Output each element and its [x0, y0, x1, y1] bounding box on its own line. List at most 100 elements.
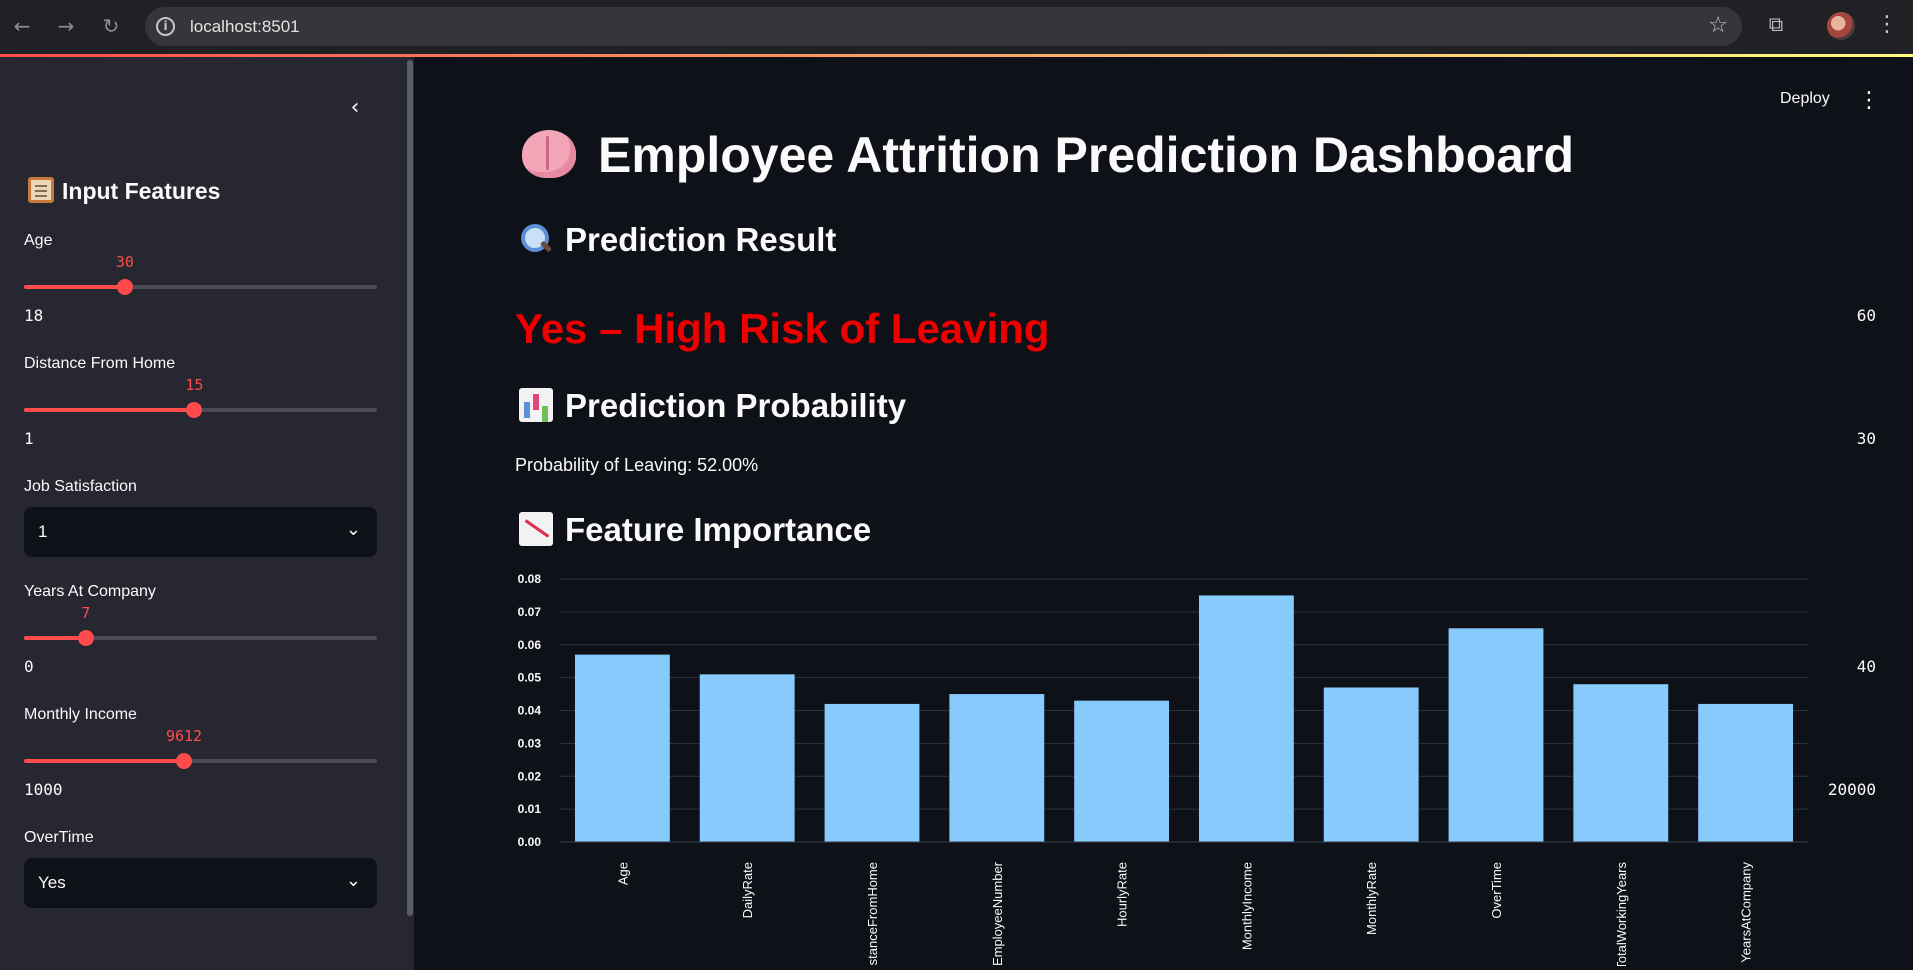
monthly-income-slider-thumb[interactable] [176, 753, 192, 769]
chart-decreasing-icon [519, 512, 553, 546]
job-satisfaction-select[interactable]: 1 ⌄ [24, 507, 377, 557]
distance-slider-thumb[interactable] [186, 402, 203, 418]
profile-avatar[interactable] [1827, 12, 1855, 40]
x-tick-label: TotalWorkingYears [1614, 862, 1629, 970]
prediction-result-heading: Prediction Result [519, 221, 836, 259]
overtime-label: OverTime [24, 829, 94, 846]
clipboard-icon [28, 177, 54, 203]
age-slider[interactable]: 30 [24, 253, 377, 295]
y-tick-label: 0.05 [518, 671, 542, 685]
monthly-income-label: Monthly Income [24, 706, 137, 723]
age-slider-min: 18 [24, 306, 44, 325]
age-slider-fill [24, 285, 125, 289]
x-tick-label: MonthlyIncome [1239, 862, 1254, 950]
monthly-income-slider[interactable]: 9612 [24, 727, 377, 769]
y-tick-label: 0.00 [518, 835, 542, 849]
bar-totalworkingyears[interactable] [1573, 684, 1669, 842]
chevron-down-icon: ⌄ [345, 870, 361, 891]
forward-arrow-icon[interactable]: → [57, 14, 75, 38]
reload-icon[interactable]: ↻ [102, 14, 120, 38]
overtime-value: Yes [38, 873, 66, 892]
prediction-probability-heading: Prediction Probability [519, 387, 906, 425]
page-title: Employee Attrition Prediction Dashboard [522, 126, 1574, 184]
monthly-income-slider-fill [24, 759, 184, 763]
bar-yearsatcompany[interactable] [1698, 703, 1794, 842]
age-label: Age [24, 232, 53, 249]
bar-employeenumber[interactable] [949, 694, 1045, 842]
y-tick-label: 0.07 [518, 605, 542, 619]
bar-dailyrate[interactable] [699, 674, 795, 842]
probability-text: Probability of Leaving: 52.00% [515, 455, 759, 475]
sidebar-title: Input Features [28, 177, 220, 205]
main-bottom-edge [414, 966, 1913, 970]
x-tick-label: DailyRate [740, 862, 755, 918]
monthly-income-slider-value: 9612 [165, 727, 203, 745]
distance-label: Distance From Home [24, 355, 176, 372]
y-tick-label: 0.08 [518, 572, 542, 586]
age-slider-thumb[interactable] [116, 279, 133, 295]
browser-menu-icon[interactable]: ⋮ [1876, 12, 1898, 37]
y-tick-label: 0.04 [518, 704, 542, 718]
y-tick-label: 0.03 [518, 736, 542, 750]
back-arrow-icon[interactable]: ← [13, 14, 31, 38]
browser-toolbar: ← → ↻ i localhost:8501 ☆ ⧉ ⋮ [0, 0, 1913, 54]
page-title-text: Employee Attrition Prediction Dashboard [598, 127, 1575, 183]
monthly-income-slider-min: 1000 [24, 780, 63, 799]
age-slider-value: 30 [115, 253, 134, 271]
age-slider-max: 60 [1856, 306, 1876, 325]
bar-hourlyrate[interactable] [1074, 700, 1170, 842]
bar-distancefromhome[interactable] [824, 703, 920, 842]
distance-slider-max: 30 [1856, 429, 1876, 448]
site-info-icon[interactable]: i [156, 17, 175, 36]
bar-monthlyrate[interactable] [1323, 687, 1419, 842]
job-satisfaction-value: 1 [38, 522, 48, 541]
x-tick-label: MonthlyRate [1364, 862, 1379, 935]
url-text[interactable]: localhost:8501 [190, 17, 300, 36]
sidebar-title-label: Input Features [62, 178, 221, 204]
y-tick-label: 0.06 [518, 638, 542, 652]
x-tick-label: OverTime [1489, 862, 1504, 919]
prediction-result-heading-text: Prediction Result [565, 221, 837, 258]
bar-age[interactable] [574, 654, 670, 842]
feature-importance-chart: 0.00 0.01 0.02 0.03 0.04 0.05 0.06 0.07 0.08 Age D… [518, 572, 1808, 970]
brain-icon [522, 130, 576, 178]
distance-slider-fill [24, 408, 195, 412]
magnifier-icon [519, 222, 553, 256]
bar-monthlyincome[interactable] [1198, 595, 1294, 842]
prediction-probability-heading-text: Prediction Probability [565, 387, 907, 424]
risk-result-text: Yes – High Risk of Leaving [515, 305, 1050, 352]
job-satisfaction-label: Job Satisfaction [24, 478, 137, 495]
feature-importance-heading: Feature Importance [519, 511, 871, 549]
feature-importance-heading-text: Feature Importance [565, 511, 872, 548]
sidebar-scrollbar[interactable] [407, 60, 413, 916]
years-at-company-slider-thumb[interactable] [77, 630, 94, 646]
bar-overtime[interactable] [1448, 628, 1544, 842]
x-tick-label: HourlyRate [1115, 862, 1130, 927]
monthly-income-slider-max: 20000 [1827, 780, 1876, 799]
deploy-button[interactable]: Deploy [1780, 90, 1830, 107]
distance-slider[interactable]: 15 [24, 376, 377, 418]
x-tick-label: DistanceFromHome [865, 862, 880, 970]
years-at-company-slider-value: 7 [81, 604, 91, 622]
main-menu-icon[interactable]: ⋮ [1858, 88, 1880, 113]
distance-slider-value: 15 [185, 376, 204, 394]
bookmark-star-icon[interactable]: ☆ [1708, 13, 1728, 38]
app-decoration-bar [0, 54, 1913, 57]
bar-chart-icon [519, 388, 553, 422]
y-tick-label: 0.01 [518, 802, 542, 816]
x-tick-label: YearsAtCompany [1739, 862, 1754, 963]
distance-slider-min: 1 [24, 429, 34, 448]
years-at-company-slider-max: 40 [1856, 657, 1876, 676]
y-tick-label: 0.02 [518, 769, 542, 783]
years-at-company-slider-fill [24, 636, 86, 640]
years-at-company-label: Years At Company [24, 583, 156, 600]
x-tick-label: EmployeeNumber [990, 861, 1005, 966]
overtime-select[interactable]: Yes ⌄ [24, 858, 377, 908]
collapse-sidebar-icon[interactable]: ‹ [350, 95, 360, 120]
address-bar[interactable]: i localhost:8501 ☆ [145, 7, 1742, 46]
years-at-company-slider-min: 0 [24, 657, 34, 676]
chevron-down-icon: ⌄ [345, 519, 361, 540]
extensions-icon[interactable]: ⧉ [1768, 12, 1784, 36]
x-tick-label: Age [615, 862, 630, 885]
years-at-company-slider[interactable]: 7 [24, 604, 377, 646]
